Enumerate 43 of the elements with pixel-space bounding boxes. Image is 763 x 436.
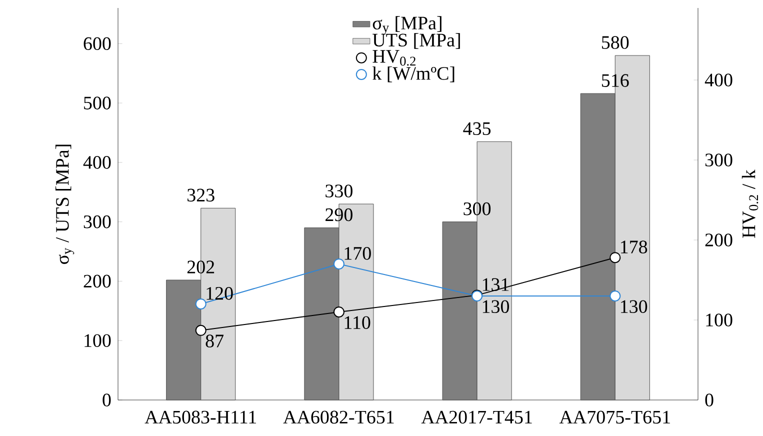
y2-axis-title: HV$_{0.2}$ / k: [742, 170, 758, 238]
data-label: 130: [482, 300, 510, 314]
point: [333, 306, 344, 318]
y-tick-label: 300: [84, 215, 111, 228]
data-label: 131: [482, 278, 509, 291]
y2-tick-label: 300: [705, 154, 732, 166]
data-label: 170: [344, 246, 371, 260]
legend-label: k [W/mºC]: [372, 66, 454, 82]
y-tick-label: 500: [84, 96, 111, 110]
y-tick-label: 600: [84, 37, 111, 50]
data-label: 87: [206, 334, 224, 348]
data-label: 323: [188, 188, 214, 202]
y-tick-label: 200: [84, 274, 111, 288]
point: [195, 324, 206, 336]
data-label: 110: [344, 316, 370, 330]
y-axis-title: σ$_{y}$ / UTS [MPa]: [55, 144, 74, 264]
data-label: 178: [621, 240, 648, 254]
point: [610, 252, 621, 264]
y-tick-label: 0: [102, 394, 111, 406]
data-label: 290: [326, 208, 352, 222]
data-label: 330: [326, 184, 352, 198]
x-tick-label: AA5083-H111: [144, 410, 256, 424]
y2-tick-label: 200: [705, 234, 732, 246]
x-tick-label: AA6082-T651: [283, 410, 394, 424]
x-tick-label: AA7075-T651: [559, 410, 670, 424]
point: [333, 258, 344, 270]
legend-label: HV$_{0.2}$: [372, 50, 416, 66]
data-label: 202: [187, 260, 214, 274]
point: [195, 298, 206, 310]
data-label: 435: [463, 122, 491, 136]
y2-tick-label: 400: [704, 74, 732, 86]
data-label: 130: [621, 300, 648, 314]
legend-label: UTS [MPa]: [372, 33, 460, 49]
y-tick-label: 400: [83, 156, 111, 169]
data-label: 120: [206, 286, 233, 300]
data-label: 300: [464, 202, 491, 216]
data-label: 580: [602, 36, 629, 49]
data-label: 516: [602, 74, 629, 87]
y2-tick-label: 0: [705, 394, 714, 406]
point: [610, 290, 621, 302]
x-tick-label: AA2017-T451: [421, 410, 532, 424]
y2-tick-label: 100: [706, 314, 732, 326]
y-tick-label: 100: [84, 334, 111, 348]
